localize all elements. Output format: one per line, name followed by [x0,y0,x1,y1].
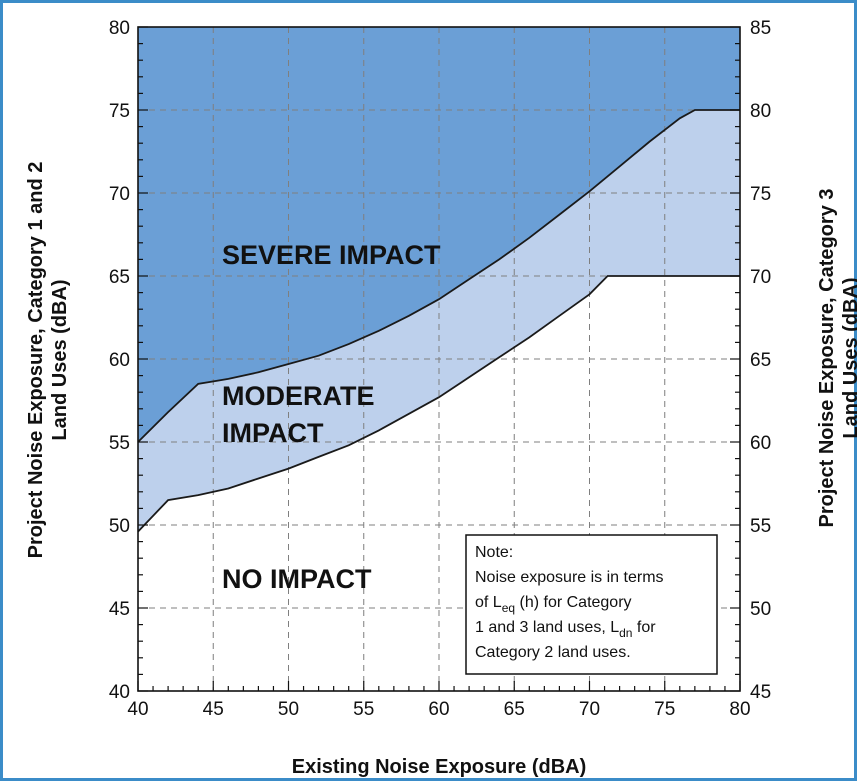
x-tick-label: 75 [654,699,675,720]
x-tick-label: 70 [579,699,600,720]
note-line-4-suffix: for [632,619,656,636]
x-tick-label: 40 [127,699,148,720]
y-tick-label: 40 [109,682,130,703]
note-line-3-suffix: (h) for Category [515,594,631,611]
y-tick-label: 55 [109,433,130,454]
x-tick-label: 50 [278,699,299,720]
note-box-border [465,534,718,675]
y-tick-label: 70 [109,184,130,205]
y2-tick-label: 80 [750,101,771,122]
y-tick-label: 75 [109,101,130,122]
note-line-2: Noise exposure is in terms [475,569,664,586]
x-tick-label: 45 [203,699,224,720]
note-line-4-prefix: 1 and 3 land uses, L [475,619,619,636]
y2-axis-title-line2: Land Uses (dBA) [840,277,857,438]
note-line-4: 1 and 3 land uses, Ldn for [475,619,656,640]
moderate-boundary-line [137,275,740,533]
y2-tick-label: 45 [750,682,771,703]
severe-impact-label: SEVERE IMPACT [222,240,441,270]
y2-tick-label: 50 [750,599,771,620]
note-box: Note: Noise exposure is in terms of Leq … [465,534,718,675]
y-tick-label: 45 [109,599,130,620]
x-tick-label: 65 [504,699,525,720]
x-tick-label: 60 [428,699,449,720]
y-axis-title-line2: Land Uses (dBA) [49,279,71,440]
no-impact-label: NO IMPACT [222,564,372,594]
y2-tick-label: 85 [750,18,771,39]
severe-boundary-line [137,109,740,443]
y2-tick-label: 70 [750,267,771,288]
moderate-impact-label-line1: MODERATE [222,381,375,411]
note-line-1: Note: [475,544,513,561]
y-tick-label: 60 [109,350,130,371]
note-line-3-prefix: of L [475,594,502,611]
y2-tick-label: 60 [750,433,771,454]
note-line-4-subscript: dn [619,626,632,640]
impact-boundaries [137,109,740,533]
y-axis-title-line1: Project Noise Exposure, Category 1 and 2 [25,162,47,559]
note-line-5: Category 2 land uses. [475,644,631,661]
x-axis-title: Existing Noise Exposure (dBA) [292,756,587,778]
y-tick-label: 65 [109,267,130,288]
y2-tick-label: 55 [750,516,771,537]
y-tick-label: 50 [109,516,130,537]
x-tick-label: 55 [353,699,374,720]
y2-tick-label: 75 [750,184,771,205]
axes: 40 45 50 55 60 65 70 75 804045505560657075804550… [109,18,771,720]
y2-tick-label: 65 [750,350,771,371]
y2-axis-title-line1: Project Noise Exposure, Category 3 [816,188,838,527]
moderate-impact-label-line2: IMPACT [222,418,324,448]
note-line-3: of Leq (h) for Category [475,594,632,615]
x-tick-label: 80 [729,699,750,720]
grid [138,27,740,691]
y-tick-label: 80 [109,18,130,39]
note-line-3-subscript: eq [502,601,515,615]
